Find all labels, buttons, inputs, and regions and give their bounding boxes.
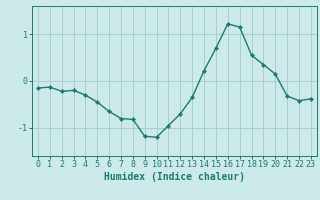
X-axis label: Humidex (Indice chaleur): Humidex (Indice chaleur) [104,172,245,182]
